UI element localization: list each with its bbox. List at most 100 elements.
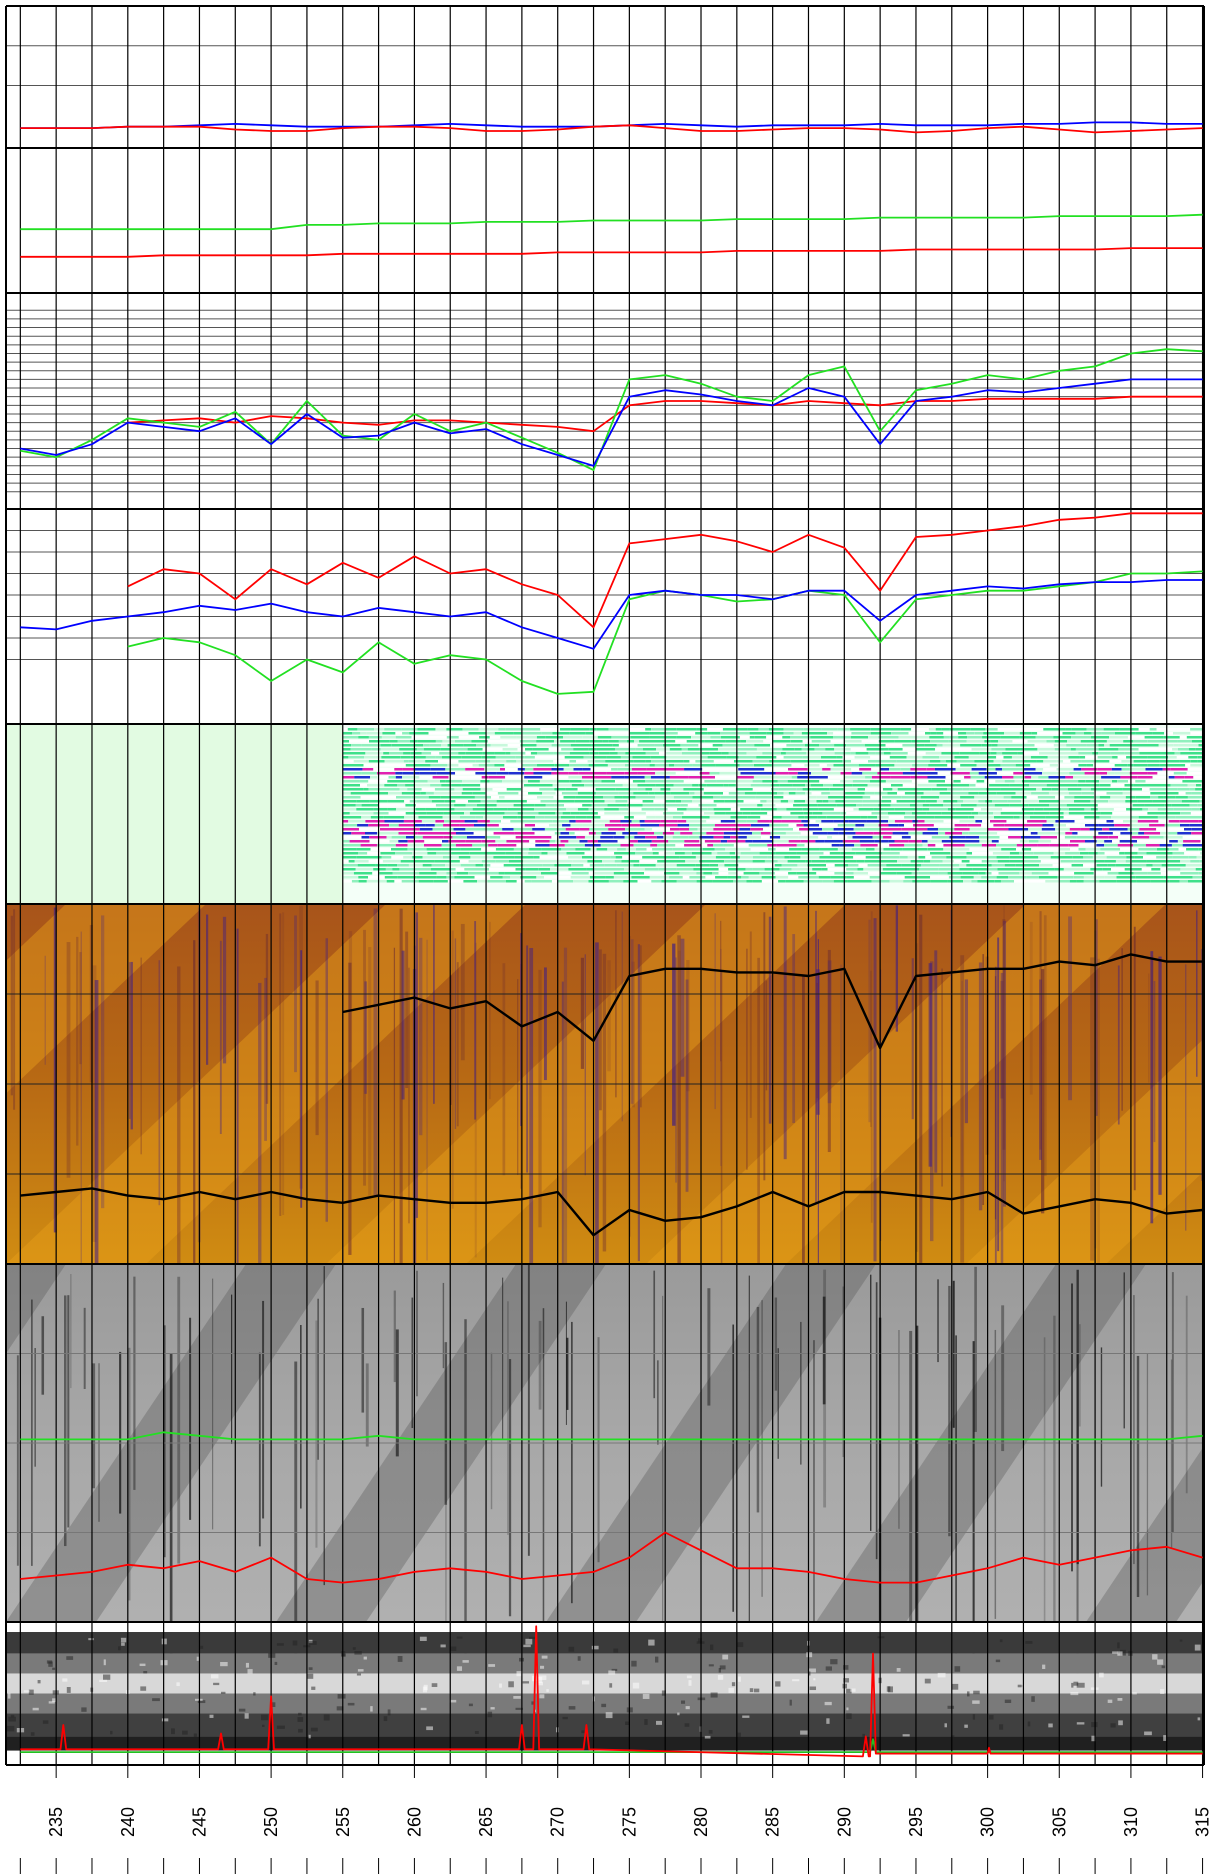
- spectrogram-cell: [1016, 844, 1038, 847]
- spectrogram-cell: [679, 872, 697, 875]
- grayscale-streak: [800, 1321, 802, 1465]
- strip-speckle: [221, 1691, 226, 1694]
- spectrogram-cell: [722, 728, 737, 731]
- spectrogram-cell: [880, 856, 900, 859]
- spectrogram-cell: [775, 852, 797, 855]
- spectrogram-cell: [436, 872, 447, 875]
- spectrogram-cell: [899, 868, 920, 871]
- strip-speckle: [99, 1679, 108, 1683]
- spectrogram-cell: [880, 768, 889, 771]
- spectrogram-cell: [642, 804, 662, 807]
- spectrogram-cell: [842, 756, 855, 759]
- spectrogram-cell: [446, 736, 459, 739]
- spectrogram-cell: [626, 804, 643, 807]
- spectrogram-cell: [585, 732, 594, 735]
- spectrogram-cell: [541, 732, 553, 735]
- spectrogram-cell: [752, 788, 771, 791]
- spectrogram-cell: [365, 820, 372, 823]
- spectrogram-cell: [1127, 812, 1148, 815]
- spectrogram-cell: [605, 876, 614, 879]
- spectrogram-cell: [649, 764, 655, 767]
- spectrogram-cell: [521, 788, 540, 791]
- spectrogram-cell: [569, 780, 582, 783]
- strip-speckle: [685, 1706, 690, 1710]
- spectrogram-cell: [614, 732, 630, 735]
- spectrogram-cell: [886, 832, 893, 835]
- spectrogram-cell: [458, 856, 471, 859]
- spectrogram-cell: [960, 804, 977, 807]
- spectrogram-cell: [565, 788, 578, 791]
- spectrogram-cell: [587, 760, 596, 763]
- spectrogram-cell: [736, 832, 752, 835]
- panel-images: [6, 724, 1204, 1765]
- spectrogram-cell: [1102, 868, 1111, 871]
- spectrogram-cell: [1119, 840, 1137, 843]
- spectrogram-cell: [699, 840, 705, 843]
- strip-speckle: [1117, 1642, 1120, 1649]
- spectrogram-cell: [552, 876, 571, 879]
- spectrogram-cell: [677, 824, 690, 827]
- strip-speckle: [1025, 1641, 1033, 1644]
- spectrogram-cell: [939, 756, 955, 759]
- spectrogram-cell: [505, 776, 525, 779]
- heatmap-streak: [80, 931, 82, 1271]
- spectrogram-cell: [480, 784, 495, 787]
- spectrogram-cell: [373, 808, 380, 811]
- spectrogram-cell: [1088, 852, 1098, 855]
- spectrogram-cell: [790, 812, 804, 815]
- spectrogram-cell: [584, 792, 596, 795]
- spectrogram-cell: [846, 744, 865, 747]
- spectrogram-cell: [607, 764, 625, 767]
- spectrogram-cell: [840, 780, 853, 783]
- spectrogram-cell: [1177, 832, 1192, 835]
- spectrogram-cell: [1165, 852, 1173, 855]
- strip-speckle: [625, 1721, 630, 1725]
- spectrogram-cell: [996, 792, 1016, 795]
- spectrogram-cell: [888, 816, 896, 819]
- strip-speckle: [140, 1686, 147, 1691]
- spectrogram-cell: [577, 808, 589, 811]
- spectrogram-cell: [535, 824, 550, 827]
- spectrogram-cell: [561, 848, 576, 851]
- spectrogram-cell: [373, 768, 395, 771]
- spectrogram-cell: [660, 820, 678, 823]
- spectrogram-cell: [1112, 832, 1121, 835]
- spectrogram-cell: [597, 812, 605, 815]
- spectrogram-cell: [1078, 844, 1097, 847]
- spectrogram-cell: [430, 768, 446, 771]
- grayscale-streak: [442, 1282, 445, 1369]
- spectrogram-cell: [902, 772, 918, 775]
- spectrogram-cell: [797, 864, 808, 867]
- spectrogram-cell: [342, 828, 360, 831]
- spectrogram-cell: [587, 860, 602, 863]
- spectrogram-cell: [617, 848, 626, 851]
- spectrogram-cell: [882, 868, 899, 871]
- spectrogram-cell: [457, 744, 464, 747]
- spectrogram-cell: [1179, 808, 1192, 811]
- spectrogram-cell: [1031, 792, 1049, 795]
- spectrogram-cell: [625, 764, 632, 767]
- spectrogram-cell: [997, 744, 1010, 747]
- spectrogram-cell: [788, 876, 799, 879]
- strip-speckle: [717, 1675, 724, 1680]
- spectrogram-cell: [637, 832, 654, 835]
- spectrogram-cell: [707, 728, 723, 731]
- spectrogram-cell: [464, 744, 476, 747]
- spectrogram-cell: [405, 784, 415, 787]
- strip-speckle: [306, 1673, 314, 1679]
- spectrogram-cell: [456, 832, 474, 835]
- spectrogram-cell: [1097, 852, 1105, 855]
- spectrogram-cell: [421, 820, 436, 823]
- spectrogram-cell: [1060, 860, 1074, 863]
- spectrogram-cell: [481, 756, 496, 759]
- spectrogram-cell: [536, 736, 546, 739]
- spectrogram-cell: [666, 756, 686, 759]
- spectrogram-cell: [455, 868, 465, 871]
- spectrogram-cell: [1195, 868, 1204, 871]
- spectrogram-cell: [574, 800, 591, 803]
- heatmap-streak: [1090, 957, 1095, 1261]
- spectrogram-cell: [807, 748, 815, 751]
- spectrogram-cell: [957, 800, 963, 803]
- heatmap-streak: [1133, 926, 1136, 1191]
- spectrogram-cell: [1009, 860, 1024, 863]
